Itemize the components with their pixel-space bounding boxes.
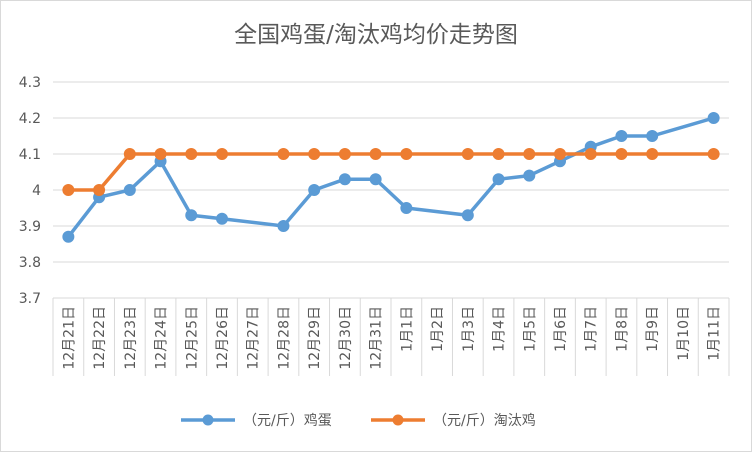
- data-point: [154, 148, 167, 160]
- x-tick-label: 1月3日: [461, 306, 477, 352]
- x-tick-label: 1月10日: [676, 306, 692, 361]
- data-point: [185, 209, 198, 222]
- x-tick-label: 12月24日: [154, 306, 170, 370]
- y-tick-label: 4.2: [19, 111, 41, 127]
- data-point: [123, 184, 136, 196]
- data-point: [523, 169, 536, 182]
- x-tick-label: 1月7日: [584, 306, 600, 352]
- legend-label: （元/斤）鸡蛋: [243, 412, 332, 429]
- data-point: [492, 148, 505, 160]
- y-tick-label: 4.3: [19, 75, 41, 91]
- data-point: [400, 202, 413, 214]
- data-point: [338, 173, 351, 186]
- data-point: [277, 220, 290, 232]
- y-tick-label: 4.1: [19, 147, 41, 163]
- data-point: [62, 230, 75, 243]
- data-point: [615, 148, 628, 160]
- x-tick-label: 12月27日: [246, 306, 262, 370]
- y-tick-label: 3.7: [19, 291, 41, 307]
- x-tick-label: 12月25日: [184, 306, 200, 370]
- data-point: [62, 184, 75, 196]
- data-point: [707, 112, 720, 124]
- y-tick-label: 4: [32, 183, 41, 199]
- x-tick-label: 12月28日: [276, 306, 292, 370]
- data-point: [369, 148, 382, 160]
- data-point: [461, 209, 474, 222]
- x-tick-label: 1月1日: [399, 306, 415, 352]
- x-tick-label: 12月26日: [215, 306, 231, 370]
- x-tick-label: 1月2日: [430, 306, 446, 352]
- x-tick-label: 1月8日: [614, 306, 630, 352]
- legend-marker: [392, 414, 404, 426]
- x-tick-label: 12月21日: [61, 306, 77, 370]
- chart-title: 全国鸡蛋/淘汰鸡均价走势图: [234, 22, 518, 48]
- x-tick-label: 1月9日: [645, 306, 661, 352]
- data-point: [369, 173, 382, 186]
- data-point: [461, 148, 474, 160]
- data-point: [277, 148, 290, 160]
- x-tick-label: 12月31日: [369, 306, 385, 370]
- data-point: [492, 173, 505, 186]
- x-tick-label: 1月4日: [492, 306, 508, 352]
- data-point: [308, 184, 321, 196]
- data-point: [646, 130, 659, 142]
- y-tick-label: 3.9: [19, 219, 41, 235]
- data-point: [554, 148, 566, 160]
- data-point: [93, 184, 106, 196]
- x-tick-label: 12月23日: [123, 306, 139, 370]
- data-point: [308, 148, 321, 160]
- data-point: [584, 148, 597, 160]
- legend-marker: [202, 414, 214, 426]
- x-tick-label: 12月29日: [307, 306, 323, 370]
- data-point: [400, 148, 413, 160]
- x-tick-label: 12月30日: [338, 306, 354, 370]
- legend-label: （元/斤）淘汰鸡: [433, 412, 536, 429]
- data-point: [646, 148, 659, 160]
- x-tick-label: 1月5日: [522, 306, 538, 352]
- data-point: [338, 148, 351, 160]
- x-tick-label: 12月22日: [92, 306, 108, 370]
- data-point: [216, 148, 228, 160]
- data-point: [185, 148, 198, 160]
- x-tick-label: 1月11日: [707, 306, 723, 361]
- y-tick-label: 3.8: [19, 255, 41, 271]
- data-point: [123, 148, 136, 160]
- data-point: [707, 148, 720, 160]
- x-tick-label: 1月6日: [553, 306, 569, 352]
- data-point: [615, 130, 628, 142]
- data-point: [523, 148, 536, 160]
- data-point: [216, 212, 228, 225]
